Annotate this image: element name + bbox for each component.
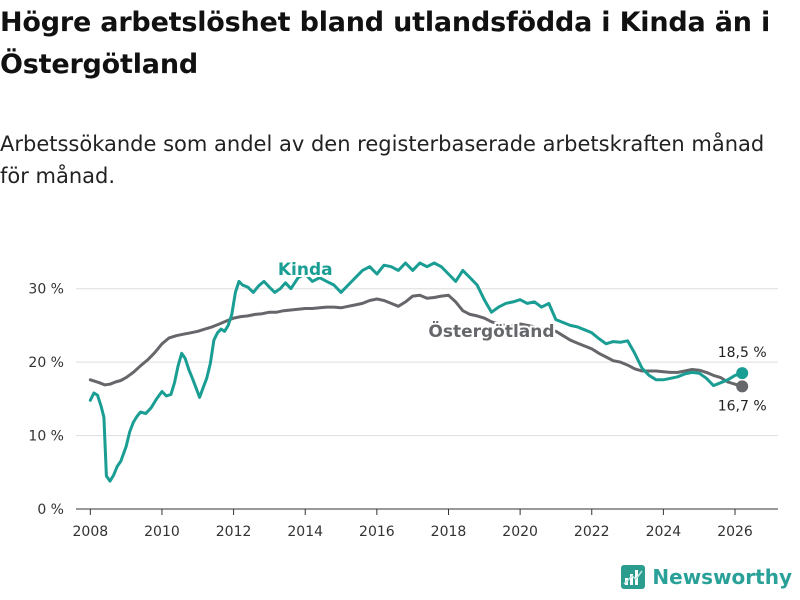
x-tick-label: 2020 <box>502 524 538 540</box>
series-line-kinda <box>88 261 744 483</box>
y-axis: 0 % 10 % 20 % 30 % <box>28 282 64 518</box>
series-label--sterg-tland: Östergötland <box>428 320 554 342</box>
x-axis: 2008 2010 2012 2014 2016 2018 2020 2022 2024 2026 <box>73 509 753 540</box>
series-line--sterg-tland <box>88 293 744 388</box>
series-label-kinda: Kinda <box>278 260 333 280</box>
y-tick-label: 20 % <box>28 355 64 371</box>
page-title: Högre arbetslöshet bland utlandsfödda i … <box>0 7 771 80</box>
newsworthy-logo-icon <box>621 565 646 589</box>
page-subtitle: Arbetssökande som andel av den registerb… <box>0 132 765 188</box>
x-tick-label: 2012 <box>216 524 252 540</box>
x-tick-label: 2022 <box>574 524 610 540</box>
end-dot-kinda <box>736 367 749 380</box>
series-lines <box>88 261 749 483</box>
x-tick-label: 2018 <box>431 524 467 540</box>
y-tick-label: 30 % <box>28 282 64 298</box>
y-tick-label: 10 % <box>28 429 64 445</box>
x-tick-label: 2010 <box>144 524 180 540</box>
end-dot--sterg-tland <box>736 380 749 393</box>
x-tick-label: 2016 <box>359 524 395 540</box>
x-tick-label: 2014 <box>287 524 323 540</box>
brand-logo: Newsworthy <box>620 564 792 590</box>
end-value-label-kinda: 18,5 % <box>718 345 767 361</box>
brand-name: Newsworthy <box>652 565 792 589</box>
end-value-label--sterg-tland: 16,7 % <box>718 398 767 414</box>
x-tick-label: 2024 <box>646 524 682 540</box>
grid-lines <box>76 288 778 510</box>
x-tick-label: 2026 <box>717 524 753 540</box>
x-tick-label: 2008 <box>73 524 109 540</box>
y-tick-label: 0 % <box>37 502 64 518</box>
series-labels: Östergötland Kinda 16,7 % 18,5 % <box>276 258 768 416</box>
